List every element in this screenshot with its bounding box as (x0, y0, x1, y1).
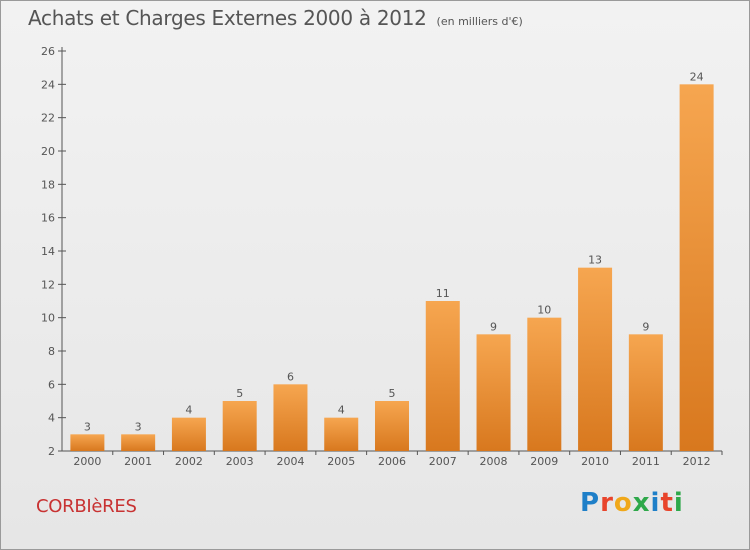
bar-value-label: 9 (490, 320, 497, 333)
y-tick-label: 22 (41, 112, 55, 125)
brand-letter: P (580, 488, 601, 518)
x-tick-label: 2007 (429, 455, 457, 468)
chart-title: Achats et Charges Externes 2000 à 2012 (e… (28, 6, 523, 30)
bar-value-label: 13 (588, 254, 602, 267)
x-tick-label: 2006 (378, 455, 406, 468)
x-tick-label: 2011 (632, 455, 660, 468)
brand-letter: r (600, 488, 614, 518)
bar-value-label: 10 (537, 304, 551, 317)
bar (578, 267, 613, 451)
x-tick-label: 2000 (73, 455, 101, 468)
y-tick-label: 24 (41, 78, 55, 91)
bar-value-label: 24 (690, 70, 704, 83)
y-tick-label: 18 (41, 178, 55, 191)
y-tick-label: 10 (41, 312, 55, 325)
y-tick-label: 16 (41, 212, 55, 225)
bar (628, 334, 663, 451)
bar-value-label: 3 (84, 420, 91, 433)
bar (527, 317, 562, 451)
title-text: Achats et Charges Externes 2000 à 2012 (28, 6, 427, 30)
y-tick-label: 12 (41, 278, 55, 291)
bar-value-label: 11 (436, 287, 450, 300)
y-tick-label: 6 (48, 378, 55, 391)
bar (375, 401, 409, 451)
bar (324, 417, 359, 451)
y-tick-label: 26 (41, 45, 55, 58)
bar-value-label: 3 (135, 420, 142, 433)
x-tick-label: 2012 (683, 455, 711, 468)
bar-value-label: 6 (287, 370, 294, 383)
bar (425, 301, 460, 451)
bar (679, 84, 714, 451)
bar (222, 401, 257, 451)
brand-letter: x (632, 488, 651, 518)
bar (70, 434, 105, 451)
x-tick-label: 2010 (581, 455, 609, 468)
y-tick-label: 14 (41, 245, 55, 258)
bar (273, 384, 308, 451)
brand-letter: t (660, 488, 674, 518)
bar-value-label: 5 (389, 387, 396, 400)
bar-value-label: 9 (642, 320, 649, 333)
bar (476, 334, 511, 451)
brand-logo: Proxiti (580, 488, 684, 518)
brand-letter: i (673, 488, 684, 518)
y-tick-label: 2 (48, 445, 55, 458)
bar (121, 434, 156, 451)
bar-value-label: 5 (236, 387, 243, 400)
x-tick-label: 2001 (124, 455, 152, 468)
bar-value-label: 4 (185, 404, 192, 417)
unit-label: (en milliers d'€) (436, 15, 523, 28)
bar (171, 417, 206, 451)
y-tick-label: 4 (48, 412, 55, 425)
x-tick-label: 2005 (327, 455, 355, 468)
x-tick-label: 2008 (480, 455, 508, 468)
brand-letter: o (613, 488, 633, 518)
x-tick-label: 2004 (276, 455, 304, 468)
x-tick-label: 2002 (175, 455, 203, 468)
x-tick-label: 2009 (530, 455, 558, 468)
bar-value-label: 4 (338, 404, 345, 417)
y-tick-label: 20 (41, 145, 55, 158)
y-tick-label: 8 (48, 345, 55, 358)
x-tick-label: 2003 (226, 455, 254, 468)
brand-letter: i (650, 488, 661, 518)
commune-name: CORBIèRES (36, 496, 137, 517)
